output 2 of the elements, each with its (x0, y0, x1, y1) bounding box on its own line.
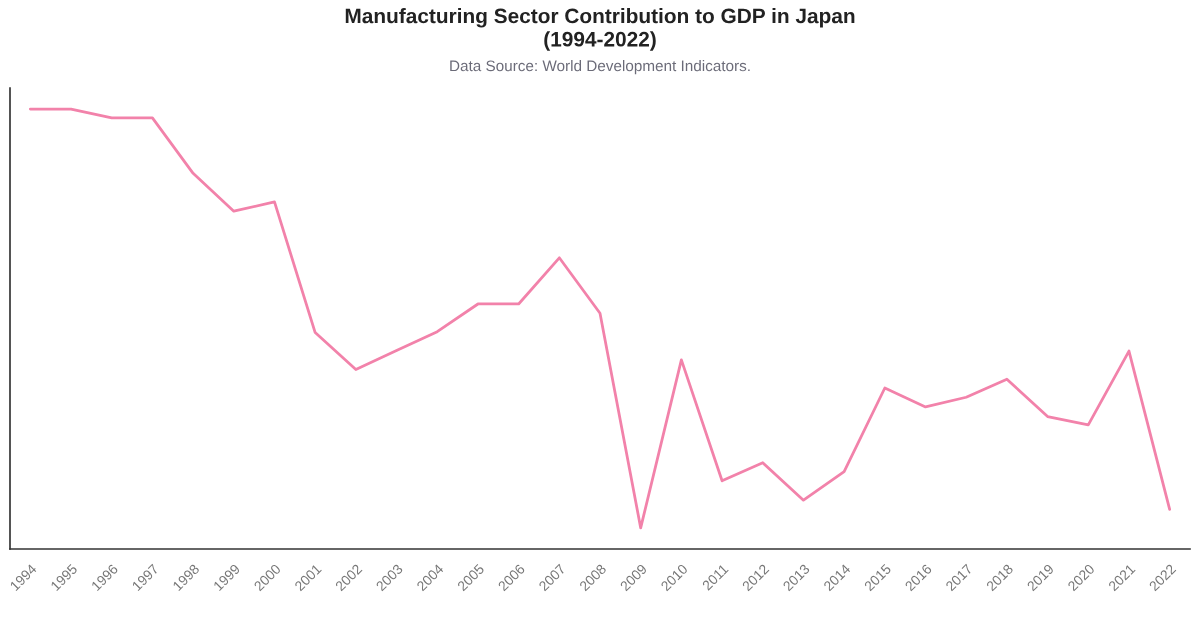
chart-subtitle: Data Source: World Development Indicators. (450, 60, 750, 75)
chart-title: Manufacturing Sector Contribution to GDP in Japan (1994-2022) (345, 8, 855, 51)
